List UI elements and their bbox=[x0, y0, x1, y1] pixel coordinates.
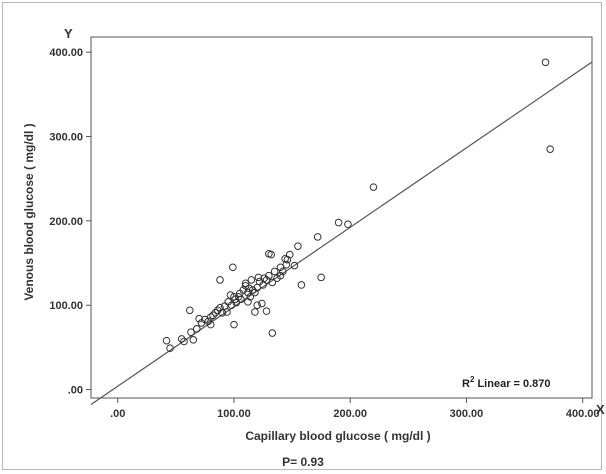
data-point bbox=[186, 306, 194, 315]
y-tick-label: 100.00 bbox=[49, 300, 83, 312]
data-point bbox=[216, 303, 224, 312]
data-point bbox=[192, 325, 201, 333]
data-point bbox=[229, 263, 237, 272]
data-point bbox=[227, 301, 236, 310]
data-point bbox=[294, 242, 302, 250]
data-point bbox=[541, 58, 550, 67]
x-tick-label: 400.00 bbox=[566, 408, 600, 420]
plot-area bbox=[90, 36, 593, 399]
data-point bbox=[268, 278, 277, 287]
y-tick-label: 200.00 bbox=[49, 216, 83, 228]
data-point bbox=[237, 295, 245, 304]
data-point bbox=[276, 271, 285, 280]
data-point bbox=[180, 337, 188, 346]
x-axis-letter: X bbox=[596, 402, 605, 417]
data-point bbox=[234, 292, 243, 301]
r-squared-prefix: R bbox=[462, 378, 470, 390]
data-point bbox=[189, 336, 198, 344]
data-point bbox=[206, 320, 215, 329]
data-point bbox=[213, 306, 222, 315]
data-point bbox=[218, 309, 227, 317]
data-point bbox=[334, 218, 343, 227]
data-point bbox=[546, 145, 554, 153]
r-squared-annotation: R2 Linear = 0.870 bbox=[462, 375, 551, 390]
p-value-footer: P= 0.93 bbox=[282, 455, 324, 469]
data-point bbox=[258, 299, 266, 308]
data-point bbox=[223, 308, 231, 316]
data-point bbox=[283, 255, 292, 264]
data-point bbox=[270, 267, 279, 276]
x-tick-label: 300.00 bbox=[450, 408, 484, 420]
data-point bbox=[317, 273, 325, 282]
data-point bbox=[267, 250, 275, 259]
data-point bbox=[195, 314, 203, 323]
data-point bbox=[282, 260, 291, 269]
data-point bbox=[162, 336, 171, 345]
y-tick-label: .00 bbox=[68, 385, 83, 397]
data-point bbox=[245, 284, 253, 293]
x-tick-label: .00 bbox=[110, 408, 125, 420]
data-point bbox=[253, 301, 262, 310]
data-point bbox=[268, 329, 277, 337]
y-axis-letter: Y bbox=[64, 26, 73, 41]
data-point bbox=[209, 311, 217, 320]
data-point bbox=[251, 288, 259, 297]
data-point bbox=[206, 313, 215, 321]
data-point bbox=[248, 286, 257, 294]
data-point bbox=[278, 267, 287, 276]
data-point bbox=[254, 273, 263, 282]
data-point bbox=[244, 298, 252, 306]
data-point bbox=[262, 307, 271, 315]
data-point bbox=[265, 271, 273, 280]
data-point bbox=[177, 335, 186, 343]
data-point bbox=[290, 261, 299, 270]
r-squared-text: Linear = 0.870 bbox=[474, 378, 550, 390]
data-point bbox=[247, 276, 256, 284]
data-point bbox=[369, 183, 378, 191]
data-point bbox=[166, 344, 174, 353]
data-point bbox=[260, 274, 268, 283]
data-point bbox=[226, 291, 235, 299]
data-point bbox=[246, 292, 255, 301]
data-point bbox=[344, 220, 352, 229]
x-tick-label: 200.00 bbox=[333, 408, 367, 420]
data-point bbox=[230, 320, 238, 329]
data-point bbox=[251, 308, 259, 316]
y-tick-label: 300.00 bbox=[49, 132, 83, 144]
data-point bbox=[313, 233, 322, 241]
x-axis-title: Capillary blood glucose ( mg/dl ) bbox=[245, 429, 430, 443]
y-axis-title: Venous blood glucose ( mg/dl ) bbox=[22, 123, 36, 300]
x-tick-label: 100.00 bbox=[217, 408, 251, 420]
data-point bbox=[241, 279, 250, 288]
linear-fit-line bbox=[90, 61, 593, 405]
y-tick-label: 400.00 bbox=[49, 47, 83, 59]
data-point bbox=[285, 250, 294, 259]
data-point bbox=[216, 276, 224, 284]
data-point bbox=[187, 328, 195, 337]
r-squared-superscript: 2 bbox=[470, 375, 475, 384]
data-point bbox=[297, 281, 306, 289]
